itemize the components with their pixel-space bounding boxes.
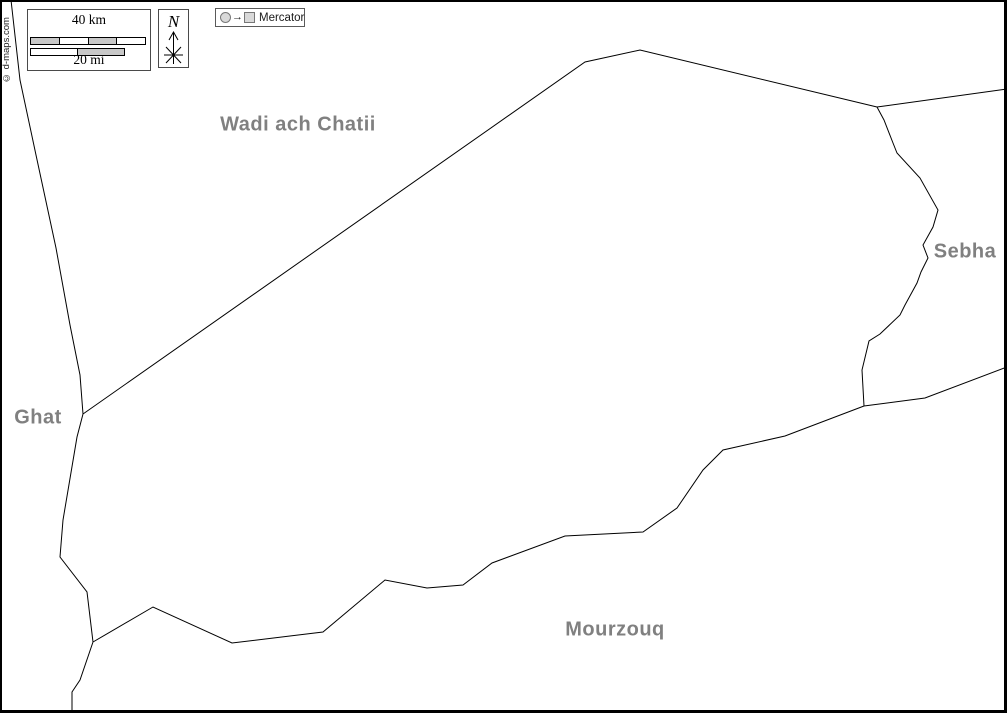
region-label-ghat: Ghat — [14, 406, 62, 429]
north-compass: N — [158, 9, 189, 68]
boundary-sebha-west — [861, 106, 939, 407]
boundary-north-to-right-edge — [876, 88, 1007, 108]
scale-segment — [58, 38, 88, 44]
boundary-northeast-diagonal — [82, 49, 878, 415]
scale-mi-label: 20 mi — [73, 52, 105, 67]
boundary-mourzouq-north — [92, 405, 865, 644]
north-arrow-icon — [164, 30, 183, 64]
boundary-south-to-right-edge — [863, 366, 1007, 407]
watermark: © d-maps.com — [1, 17, 12, 83]
scale-bar-km — [30, 37, 146, 45]
scale-bar-mi — [30, 48, 125, 56]
scale-bar: 40 km 20 mi — [27, 9, 151, 71]
north-letter: N — [167, 12, 180, 31]
scale-segment — [31, 49, 77, 55]
region-label-sebha: Sebha — [933, 240, 997, 263]
scale-km-label: 40 km — [71, 12, 107, 27]
boundary-west-south — [59, 413, 94, 643]
arrow-right-icon: → — [232, 11, 243, 23]
city-square-icon — [244, 12, 255, 23]
city-circle-icon — [220, 12, 231, 23]
scale-segment — [77, 49, 124, 55]
scale-segment — [87, 38, 117, 44]
scale-segment — [116, 38, 145, 44]
region-label-wadi-ach-chatii: Wadi ach Chatii — [220, 113, 376, 136]
projection-label: Mercator — [259, 11, 305, 24]
boundary-west-north — [10, 0, 84, 415]
boundary-west-tail — [71, 641, 94, 711]
region-label-mourzouq: Mourzouq — [565, 618, 665, 641]
scale-segment — [31, 38, 59, 44]
projection-legend: → Mercator — [215, 8, 305, 27]
